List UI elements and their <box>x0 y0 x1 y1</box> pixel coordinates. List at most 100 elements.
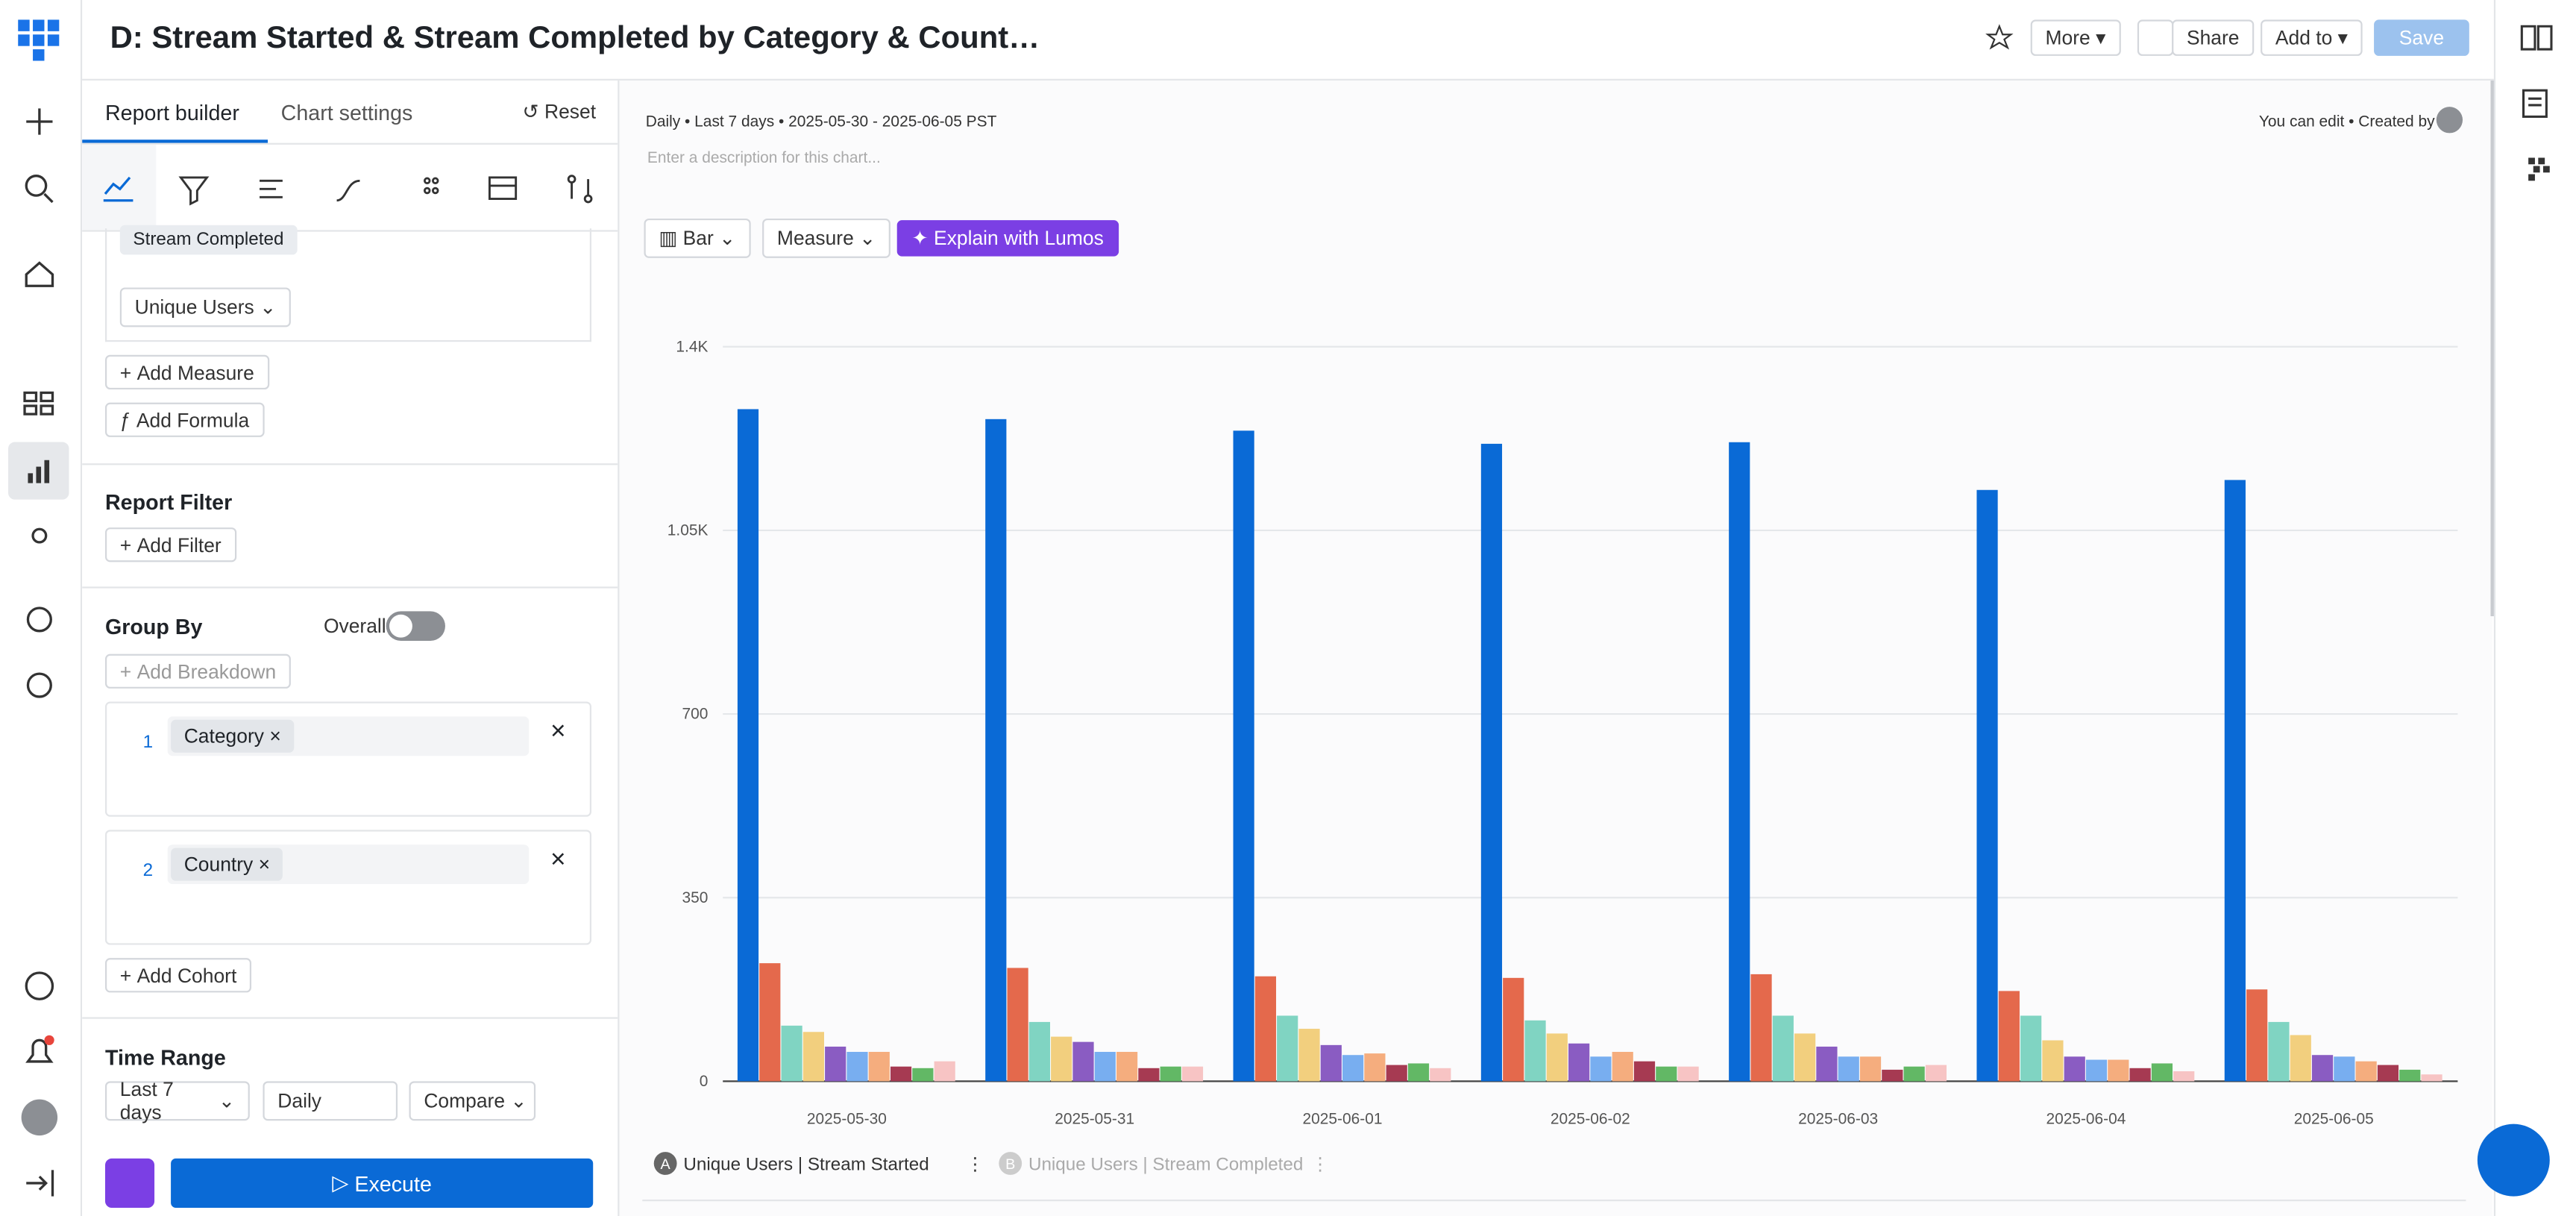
bar <box>1342 1055 1364 1082</box>
bar <box>2355 1061 2377 1082</box>
bar <box>1407 1063 1430 1082</box>
rail-icons <box>2520 25 2553 181</box>
y-tick-label: 1.05K <box>667 522 709 539</box>
bar <box>1859 1056 1882 1082</box>
add-breakdown-button[interactable]: + Add Breakdown <box>104 654 292 689</box>
tab-report-builder[interactable]: Report builder <box>104 100 239 125</box>
bar <box>1028 1021 1051 1082</box>
breakdown-index: 2 <box>142 861 154 881</box>
y-tick-label: 0 <box>700 1073 709 1090</box>
bar <box>868 1051 890 1082</box>
save-button[interactable]: Save <box>2374 19 2469 56</box>
bar <box>1480 443 1503 1082</box>
group-by-heading: Group By <box>104 614 203 639</box>
nav-icons <box>8 19 69 1197</box>
reset-button[interactable]: ↺ Reset <box>522 100 597 124</box>
add-cohort-button[interactable]: + Add Cohort <box>104 958 252 993</box>
compare-dropdown[interactable]: Compare ⌄ <box>409 1081 536 1121</box>
measure-mode-dropdown[interactable]: Measure ⌄ <box>762 218 891 258</box>
tab-indicator <box>82 140 268 143</box>
bar <box>1160 1066 1181 1082</box>
breakdown-chip: Country × <box>171 847 283 881</box>
remove-breakdown[interactable]: × <box>550 846 566 874</box>
range-dropdown[interactable]: Last 7 days ⌄ <box>104 1077 250 1124</box>
interval-label: Daily <box>277 1089 322 1113</box>
tab-chart-settings[interactable]: Chart settings <box>280 100 413 125</box>
range-label: Last 7 days <box>119 1077 174 1124</box>
add-measure-button[interactable]: + Add Measure <box>104 354 269 390</box>
chart-type-dropdown[interactable]: ▥ Bar ⌄ <box>644 218 751 258</box>
bar <box>1138 1068 1160 1082</box>
breakdown-field: Category × <box>167 716 530 756</box>
bar <box>1612 1051 1633 1082</box>
bar <box>1882 1069 1903 1082</box>
bar <box>1181 1066 1204 1082</box>
execute-button[interactable]: ▷ Execute <box>171 1158 594 1208</box>
more-button[interactable]: More ▾ <box>2030 19 2121 56</box>
favorite-icon[interactable] <box>1985 23 2014 53</box>
chart: 0 350 700 1.05K 1.4K 2025-05-30 2025-05-31 2025… <box>653 338 2458 1175</box>
measure-card: Stream Completed Unique Users ⌄ <box>104 225 592 342</box>
bar <box>2064 1056 2085 1082</box>
link-button[interactable] <box>2137 19 2174 56</box>
right-rail <box>2493 0 2576 1216</box>
more-label: More <box>2045 26 2090 50</box>
builder-panel: Report builder Chart settings ↺ Reset St… <box>82 80 620 1216</box>
lumos-button[interactable] <box>104 1158 155 1208</box>
left-nav <box>0 0 83 1216</box>
x-tick-label: 2025-06-01 <box>1303 1111 1383 1128</box>
execute-label: Execute <box>354 1170 432 1196</box>
add-to-button[interactable]: Add to ▾ <box>2261 19 2363 56</box>
bar <box>1051 1036 1072 1082</box>
reset-label: Reset <box>544 100 597 124</box>
breakdown-index: 1 <box>142 733 154 753</box>
bar <box>2421 1074 2443 1082</box>
compare-label: Compare <box>424 1089 506 1113</box>
bar <box>1277 1015 1298 1082</box>
remove-breakdown[interactable]: × <box>550 718 566 747</box>
description-input[interactable]: Enter a description for this chart... <box>647 149 881 168</box>
chart-meta: Daily • Last 7 days • 2025-05-30 - 2025-… <box>645 113 997 132</box>
bar <box>781 1025 802 1082</box>
add-cohort-label: Add Cohort <box>136 963 237 987</box>
add-filter-label: Add Filter <box>136 533 222 557</box>
bar <box>737 409 759 1082</box>
y-tick-label: 1.4K <box>676 338 708 355</box>
toggle-knob <box>389 614 412 638</box>
bar <box>1116 1051 1138 1082</box>
add-filter-button[interactable]: + Add Filter <box>104 527 236 562</box>
legend-badge <box>653 1152 677 1175</box>
bar <box>2311 1055 2334 1082</box>
x-tick-label: 2025-06-05 <box>2294 1111 2374 1128</box>
legend-label: Unique Users | Stream Started <box>683 1154 929 1174</box>
bar <box>2129 1068 2151 1082</box>
add-measure-label: Add Measure <box>136 360 254 384</box>
bar <box>1794 1033 1816 1082</box>
measure-dropdown[interactable]: Unique Users ⌄ <box>119 287 292 327</box>
bar <box>1298 1029 1320 1082</box>
add-formula-button[interactable]: ƒ Add Formula <box>104 402 265 437</box>
bar <box>1546 1033 1568 1082</box>
bar <box>2020 1015 2042 1082</box>
lumos-explain-button[interactable]: ✦ Explain with Lumos <box>896 220 1119 257</box>
share-button[interactable]: Share <box>2172 19 2255 56</box>
y-tick-label: 350 <box>682 889 709 906</box>
add-formula-label: Add Formula <box>136 408 250 432</box>
bar <box>1729 442 1750 1082</box>
overall-toggle[interactable] <box>386 611 445 642</box>
chat-button[interactable] <box>2477 1123 2550 1197</box>
bar <box>1750 974 1772 1082</box>
bar <box>2268 1021 2290 1082</box>
bar <box>1677 1066 1699 1082</box>
measure-label: Unique Users <box>134 295 254 319</box>
x-tick-label: 2025-06-03 <box>1798 1111 1878 1128</box>
interval-dropdown[interactable]: Daily <box>263 1081 398 1121</box>
add-breakdown-label: Add Breakdown <box>136 659 277 683</box>
breakdown-chip: Category × <box>171 719 295 753</box>
bar <box>1998 991 2020 1082</box>
divider <box>642 1199 2466 1202</box>
bar <box>1590 1056 1612 1082</box>
x-tick-label: 2025-05-31 <box>1055 1111 1134 1128</box>
bar <box>846 1051 868 1082</box>
